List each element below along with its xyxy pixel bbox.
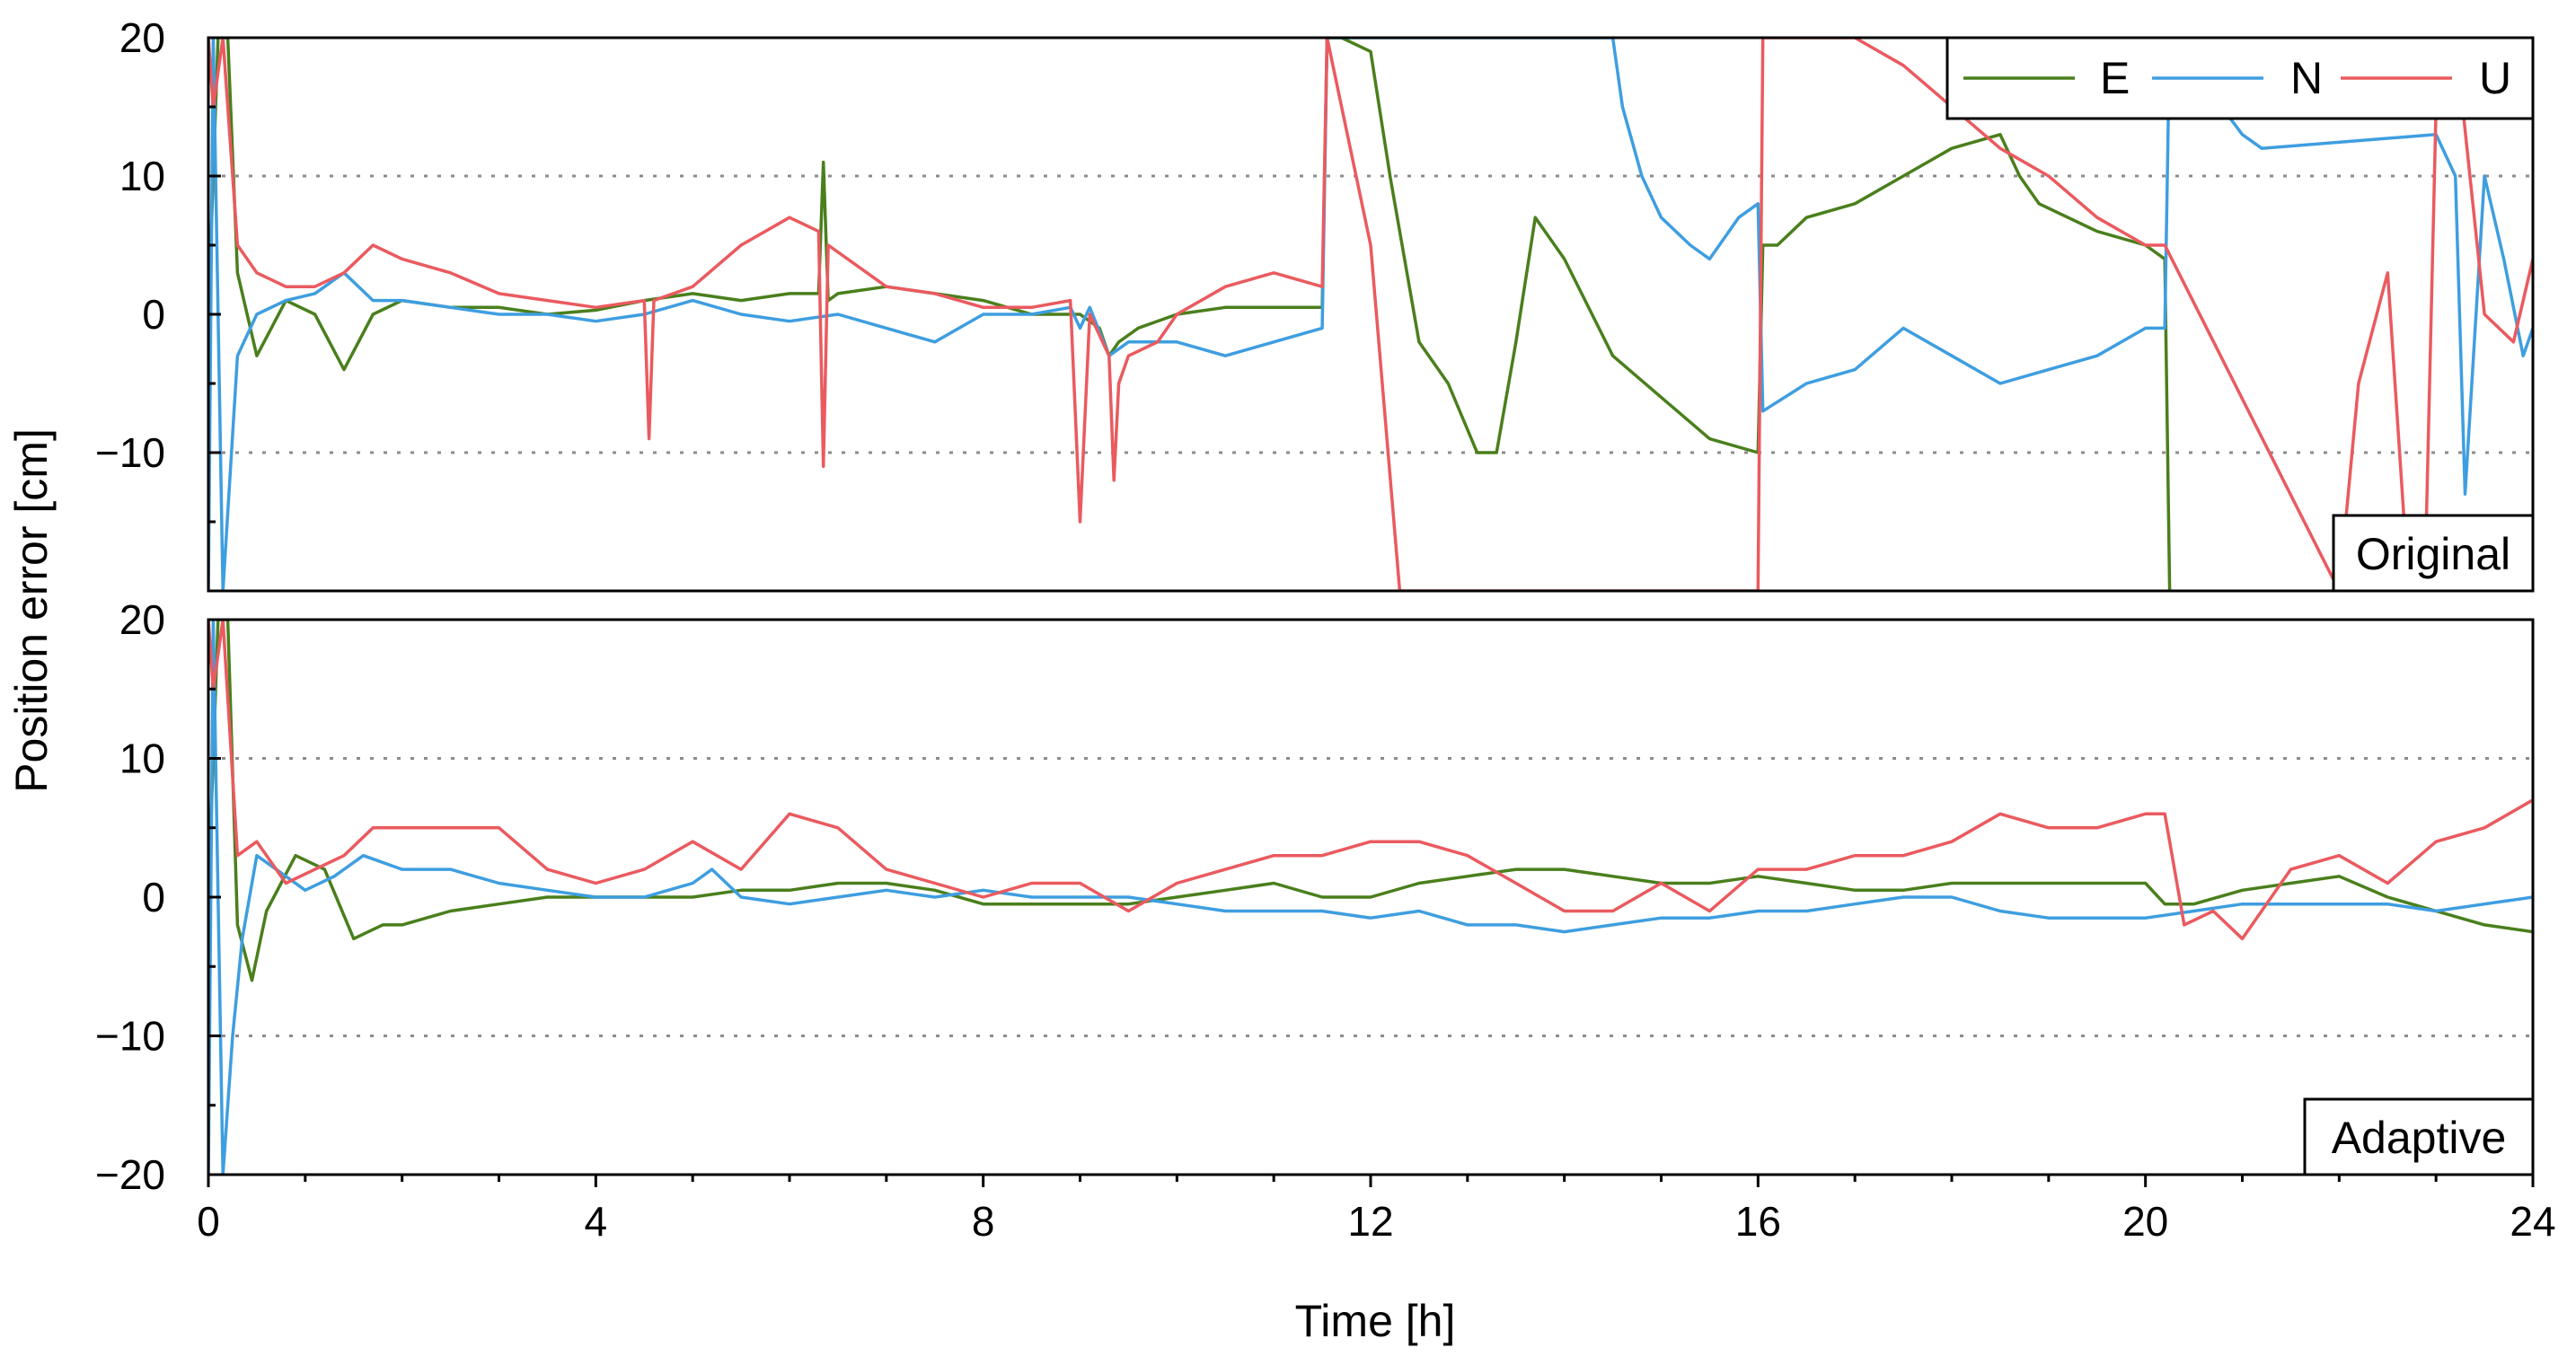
adaptive-y-tick-label: −10 [95,1013,165,1060]
legend: E N U [1945,36,2535,120]
original-series-e [208,38,2172,591]
adaptive-y-tick-label: −20 [95,1151,165,1198]
adaptive-y-tick-label: 20 [119,596,165,643]
original-series-u [208,38,2533,591]
original-y-tick-label: −10 [95,429,165,476]
panel-tag-original-box [2332,514,2535,593]
panel-tag-adaptive-label: Adaptive [2332,1113,2507,1163]
x-tick-label: 24 [2510,1198,2555,1245]
x-tick-label: 0 [197,1198,220,1245]
x-tick-label: 8 [972,1198,995,1245]
original-y-tick-label: 20 [119,14,165,61]
adaptive-series-u [208,620,2533,941]
panel-tag-original-label: Original [2356,529,2510,579]
legend-label-e: E [2100,53,2130,103]
adaptive-series-n [208,620,2533,1175]
original-series-group [208,38,2533,591]
adaptive-series-e [208,620,2533,982]
x-tick-label: 4 [585,1198,608,1245]
x-tick-label: 16 [1735,1198,1781,1245]
legend-label-u: U [2479,53,2511,103]
x-tick-label: 20 [2122,1198,2168,1245]
panel-tag-original: Original [2332,514,2535,593]
adaptive-y-tick-label: 10 [119,735,165,782]
x-axis: 0 4 8 12 16 20 24 [197,1175,2556,1245]
original-series-n [208,38,2533,591]
original-y-tick-label: 10 [119,153,165,199]
x-tick-label: 12 [1347,1198,1393,1245]
panel-original: 20 10 0 −10 [95,14,2535,593]
adaptive-y-tick-label: 0 [142,874,165,920]
panel-tag-adaptive: Adaptive [2303,1097,2535,1176]
original-y-tick-label: 0 [142,291,165,338]
panel-adaptive: 20 10 0 −10 −20 [95,596,2535,1198]
x-axis-title: Time [h] [1295,1296,1456,1346]
adaptive-series-group [208,620,2533,1175]
panel-tag-adaptive-box [2303,1097,2535,1176]
y-axis-title: Position error [cm] [6,428,57,793]
legend-label-n: N [2290,53,2323,103]
